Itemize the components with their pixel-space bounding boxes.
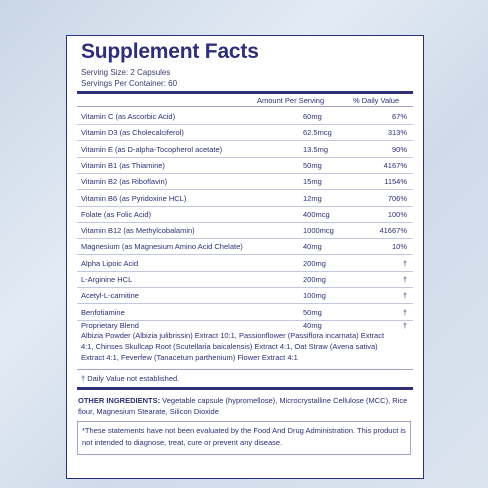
- blend-dv: †: [402, 321, 407, 330]
- nutrient-row: Vitamin C (as Ascorbic Acid) 60mg 67%: [77, 108, 413, 125]
- other-ingredients-label: OTHER INGREDIENTS:: [78, 396, 161, 405]
- nutrient-name: Benfotiamine: [81, 307, 125, 317]
- nutrient-name: L-Arginine HCL: [81, 275, 133, 284]
- servings-per-container: Servings Per Container: 60: [81, 79, 178, 88]
- nutrient-dv: †: [402, 258, 407, 268]
- blend-description: Albizia Powder (Albizia julibrissin) Ext…: [81, 331, 385, 362]
- nutrient-dv: †: [402, 291, 407, 301]
- nutrient-name: Acetyl-L-carnitine: [81, 291, 139, 301]
- header-divider: [77, 91, 413, 94]
- nutrient-amount: 13.5mg: [303, 144, 329, 154]
- nutrient-name: Vitamin C (as Ascorbic Acid): [81, 112, 176, 121]
- nutrient-row: L-Arginine HCL 200mg †: [77, 271, 413, 288]
- nutrient-amount: 50mg: [303, 307, 322, 317]
- fda-disclaimer: *These statements have not been evaluate…: [77, 421, 411, 455]
- nutrient-amount: 12mg: [303, 193, 322, 203]
- nutrient-row: Vitamin B2 (as Riboflavin) 15mg 1154%: [77, 173, 413, 191]
- nutrient-amount: 40mg: [303, 242, 322, 252]
- nutrient-dv: 4167%: [383, 160, 407, 170]
- nutrient-dv: 10%: [391, 242, 407, 252]
- daily-value-footnote: † Daily Value not established.: [81, 374, 180, 383]
- nutrient-amount: 50mg: [303, 160, 322, 170]
- nutrient-name: Folate (as Folic Acid): [81, 209, 152, 219]
- amount-column-header: Amount Per Serving: [257, 96, 325, 105]
- column-divider: [77, 106, 413, 107]
- nutrient-dv: 90%: [391, 144, 407, 154]
- nutrient-amount: 200mg: [303, 275, 326, 284]
- supplement-facts-panel: Supplement Facts Serving Size: 2 Capsule…: [66, 35, 424, 479]
- nutrient-name: Vitamin E (as D-alpha-Tocopherol acetate…: [81, 144, 223, 154]
- other-ingredients: OTHER INGREDIENTS: Vegetable capsule (hy…: [78, 395, 408, 417]
- nutrient-name: Alpha Lipoic Acid: [81, 258, 139, 268]
- nutrient-amount: 1000mcg: [303, 226, 334, 236]
- nutrient-name: Vitamin B12 (as Methylcobalamin): [81, 226, 195, 236]
- nutrient-name: Vitamin B1 (as Thiamine): [81, 160, 165, 170]
- nutrient-name: Vitamin B6 (as Pyridoxine HCL): [81, 193, 187, 203]
- nutrient-row: Magnesium (as Magnesium Amino Acid Chela…: [77, 238, 413, 256]
- nutrient-dv: 41667%: [379, 226, 407, 236]
- nutrient-amount: 62.5mcg: [303, 128, 332, 138]
- nutrient-amount: 100mg: [303, 291, 326, 301]
- blend-divider: [77, 369, 413, 370]
- nutrient-amount: 15mg: [303, 177, 322, 187]
- nutrient-row: Benfotiamine 50mg †: [77, 304, 413, 321]
- nutrient-name: Vitamin B2 (as Riboflavin): [81, 177, 168, 187]
- nutrient-dv: 1154%: [384, 177, 407, 187]
- daily-value-column-header: % Daily Value: [353, 96, 400, 105]
- nutrient-row: Vitamin B12 (as Methylcobalamin) 1000mcg 4…: [77, 222, 413, 240]
- serving-size: Serving Size: 2 Capsules: [81, 68, 171, 77]
- nutrient-row: Vitamin D3 (as Cholecalciferol) 62.5mcg 31…: [77, 124, 413, 142]
- nutrient-row: Alpha Lipoic Acid 200mg †: [77, 255, 413, 272]
- nutrient-dv: 100%: [387, 209, 407, 219]
- nutrient-amount: 60mg: [303, 112, 322, 121]
- footnote-divider: [77, 387, 413, 390]
- nutrient-amount: 400mcg: [303, 209, 330, 219]
- nutrient-amount: 200mg: [303, 258, 326, 268]
- nutrient-row: Folate (as Folic Acid) 400mcg 100%: [77, 206, 413, 223]
- nutrient-row: Vitamin B1 (as Thiamine) 50mg 4167%: [77, 157, 413, 174]
- nutrient-row: Acetyl-L-carnitine 100mg †: [77, 287, 413, 305]
- nutrient-dv: †: [402, 307, 407, 317]
- nutrient-row: Vitamin E (as D-alpha-Tocopherol acetate…: [77, 141, 413, 158]
- blend-name: Proprietary Blend: [81, 321, 139, 330]
- other-ingredients-text: Vegetable capsule (hypromellose), Microc…: [78, 396, 408, 416]
- nutrient-row: Vitamin B6 (as Pyridoxine HCL) 12mg 706%: [77, 190, 413, 207]
- proprietary-blend-row: Proprietary Blend 40mg † Albizia Powder …: [77, 320, 413, 370]
- nutrient-dv: 706%: [387, 193, 407, 203]
- nutrient-dv: †: [402, 275, 407, 284]
- nutrient-dv: 67%: [391, 112, 407, 121]
- panel-title: Supplement Facts: [81, 40, 259, 63]
- nutrient-dv: 313%: [387, 128, 407, 138]
- nutrient-name: Magnesium (as Magnesium Amino Acid Chela…: [81, 242, 243, 252]
- blend-amount: 40mg: [303, 321, 322, 330]
- nutrient-name: Vitamin D3 (as Cholecalciferol): [81, 128, 184, 138]
